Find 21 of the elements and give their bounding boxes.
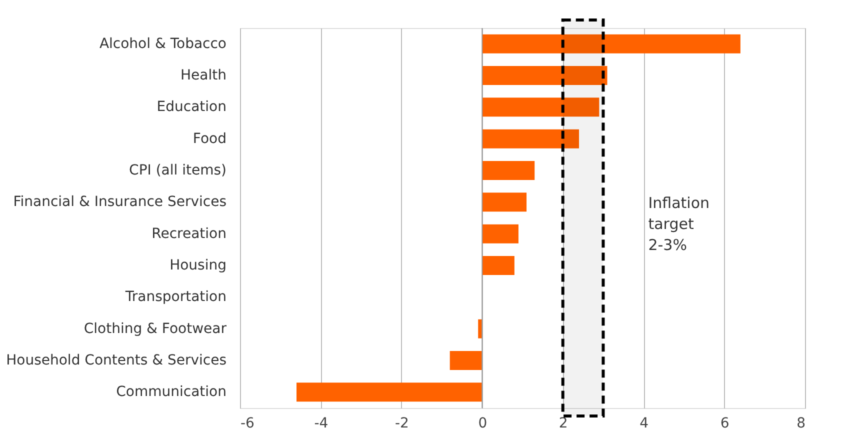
y-tick-label: Clothing & Footwear — [84, 320, 227, 337]
x-tick-label: -6 — [240, 416, 255, 430]
x-tick-label: 0 — [478, 416, 488, 430]
y-tick-label: Housing — [170, 258, 226, 274]
y-tick-label: Financial & Insurance Services — [13, 194, 226, 210]
y-tick-label: Recreation — [152, 226, 226, 242]
x-tick-label: 2 — [558, 416, 568, 430]
x-tick-label: 6 — [720, 416, 730, 430]
y-tick-label: Health — [180, 68, 226, 84]
x-tick-label: -2 — [394, 416, 409, 430]
band-label: Inflation target 2-3% — [648, 194, 710, 254]
y-tick-label: Education — [156, 99, 226, 116]
y-tick-label: Alcohol & Tobacco — [99, 36, 226, 52]
x-tick-label: -4 — [314, 416, 328, 430]
y-tick-label: Food — [192, 130, 226, 147]
y-tick-label: CPI (all items) — [129, 162, 226, 178]
x-tick-label: 8 — [796, 416, 806, 430]
y-tick-label: Communication — [116, 384, 226, 400]
y-tick-label: Transportation — [124, 289, 226, 306]
x-tick-label: 4 — [640, 416, 649, 430]
y-tick-label: Household Contents & Services — [6, 352, 226, 368]
